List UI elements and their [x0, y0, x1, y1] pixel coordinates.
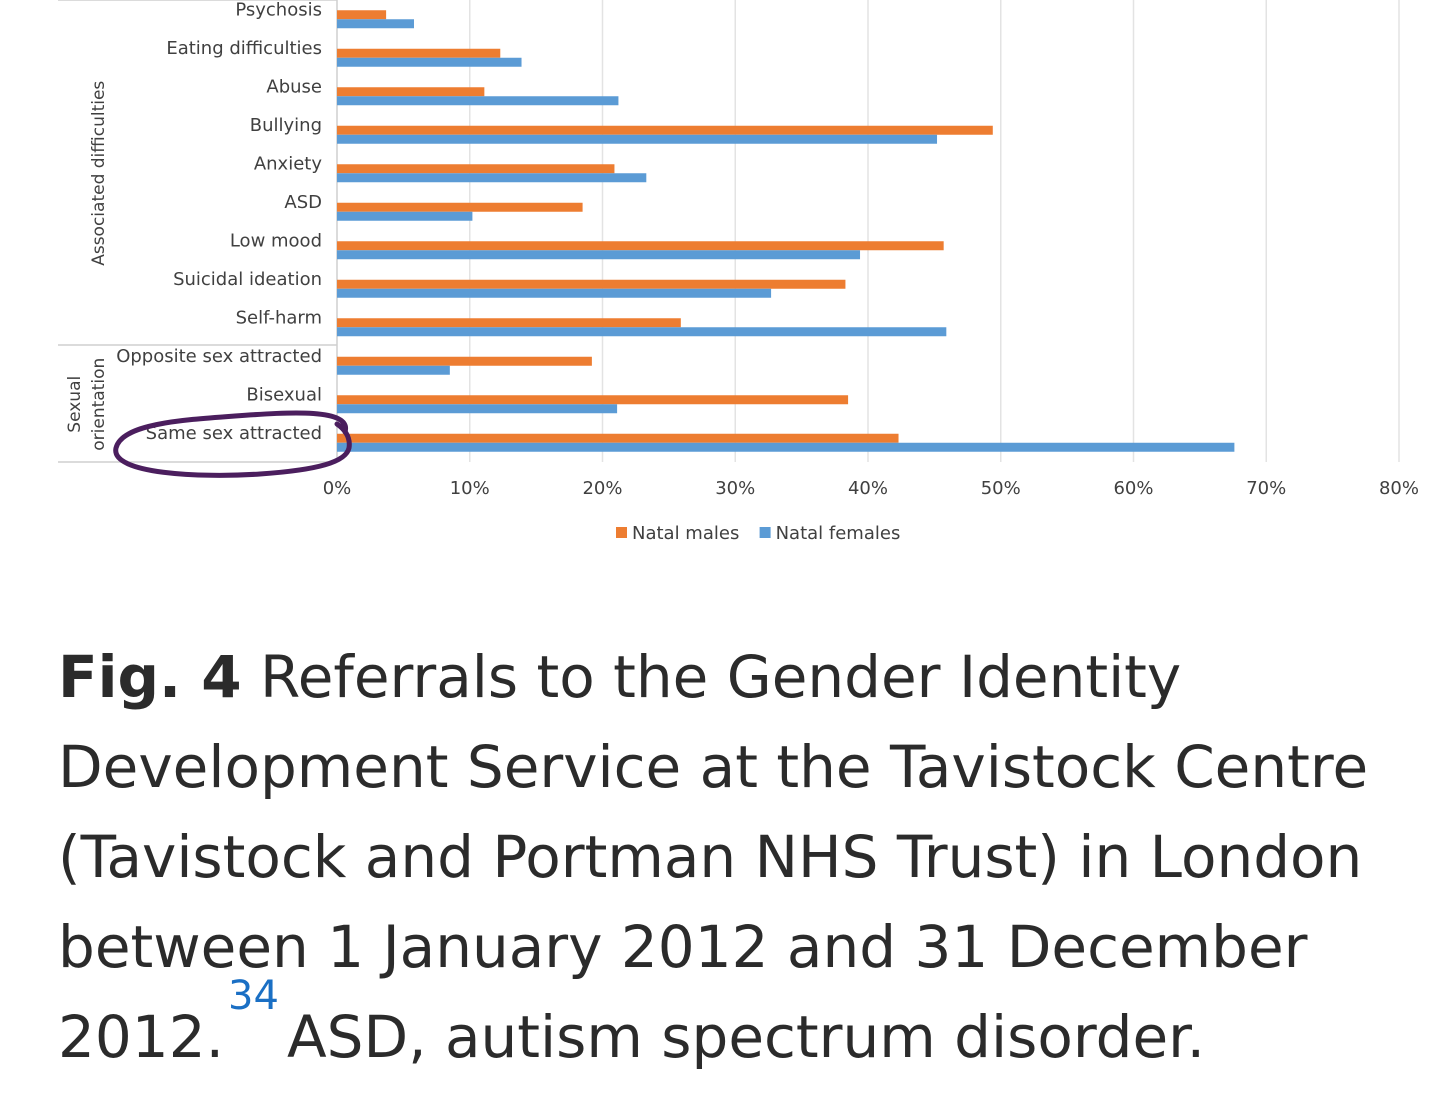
bar-natal-females-suicidal-ideation — [337, 288, 772, 298]
category-label-bullying: Bullying — [250, 115, 322, 136]
x-tick-label: 60% — [1113, 478, 1153, 499]
bar-natal-females-bisexual — [337, 404, 618, 414]
bar-natal-females-same-sex-attracted — [337, 442, 1235, 452]
caption-note: ASD, autism spectrum disorder. — [286, 1003, 1206, 1071]
x-tick-label: 10% — [450, 478, 490, 499]
chart-gridlines — [469, 0, 1400, 462]
legend-swatch-natal-males — [616, 527, 627, 538]
bar-natal-females-abuse — [337, 96, 619, 106]
x-tick-label: 80% — [1379, 478, 1419, 499]
bar-natal-females-opposite-sex-attracted — [337, 365, 450, 375]
chart-legend: Natal males Natal females — [616, 523, 900, 544]
category-label-asd: ASD — [284, 192, 322, 213]
figure-label: Fig. 4 — [58, 643, 242, 711]
category-group-frame — [58, 0, 338, 463]
category-label-eating-difficulties: Eating difficulties — [166, 38, 322, 59]
reference-superscript[interactable]: 34 — [228, 973, 279, 1019]
bar-natal-males-self-harm — [337, 318, 681, 328]
category-label-same-sex-attracted: Same sex attracted — [146, 423, 322, 444]
bar-natal-females-self-harm — [337, 327, 947, 337]
caption-text: Referrals to the Gender Identity Develop… — [58, 643, 1369, 1071]
category-label-abuse: Abuse — [266, 76, 322, 97]
bar-natal-females-psychosis — [337, 19, 414, 29]
x-tick-label: 70% — [1246, 478, 1286, 499]
bar-natal-females-bullying — [337, 134, 938, 144]
bar-natal-males-bisexual — [337, 395, 849, 405]
x-tick-label: 50% — [981, 478, 1021, 499]
category-labels: Psychosis Eating difficulties Abuse Bullyin… — [116, 0, 322, 444]
bar-natal-males-same-sex-attracted — [337, 433, 899, 443]
bar-natal-females-low-mood — [337, 250, 861, 260]
category-label-opposite-sex-attracted: Opposite sex attracted — [116, 346, 322, 367]
bar-natal-males-bullying — [337, 125, 993, 135]
category-label-anxiety: Anxiety — [254, 153, 323, 174]
legend-label-natal-males: Natal males — [632, 523, 739, 544]
highlight-circle — [113, 410, 352, 478]
bar-natal-males-eating-difficulties — [337, 48, 501, 58]
x-tick-label: 20% — [582, 478, 622, 499]
bar-natal-females-anxiety — [337, 173, 647, 183]
bar-natal-males-psychosis — [337, 10, 387, 20]
bar-natal-males-anxiety — [337, 164, 615, 174]
x-tick-label: 30% — [715, 478, 755, 499]
category-label-bisexual: Bisexual — [246, 384, 322, 405]
group-label-associated-difficulties: Associated difficulties — [89, 81, 109, 266]
x-tick-label: 0% — [323, 478, 352, 499]
category-label-low-mood: Low mood — [230, 230, 322, 251]
bar-natal-males-abuse — [337, 87, 485, 97]
category-label-self-harm: Self-harm — [236, 307, 322, 328]
bar-natal-males-suicidal-ideation — [337, 279, 846, 289]
bar-natal-females-asd — [337, 211, 473, 221]
bar-natal-males-asd — [337, 202, 583, 212]
group-labels: Associated difficulties Sexual orientation — [65, 81, 109, 451]
legend-label-natal-females: Natal females — [776, 523, 901, 544]
bar-natal-males-opposite-sex-attracted — [337, 356, 592, 366]
referrals-bar-chart: Psychosis Eating difficulties Abuse Bullyin… — [58, 0, 1419, 544]
x-axis-tick-labels: 0% 10% 20% 30% 40% 50% 60% 70% 80% — [323, 478, 1419, 499]
bar-natal-males-low-mood — [337, 241, 944, 251]
bar-natal-females-eating-difficulties — [337, 57, 522, 67]
chart-bars — [337, 10, 1235, 452]
figure-caption: Fig. 4 Referrals to the Gender Identity … — [58, 632, 1418, 1089]
legend-swatch-natal-females — [759, 527, 771, 538]
group-label-sexual-orientation: Sexual orientation — [65, 358, 109, 451]
x-tick-label: 40% — [848, 478, 888, 499]
category-label-psychosis: Psychosis — [235, 0, 322, 20]
category-label-suicidal-ideation: Suicidal ideation — [173, 269, 322, 290]
